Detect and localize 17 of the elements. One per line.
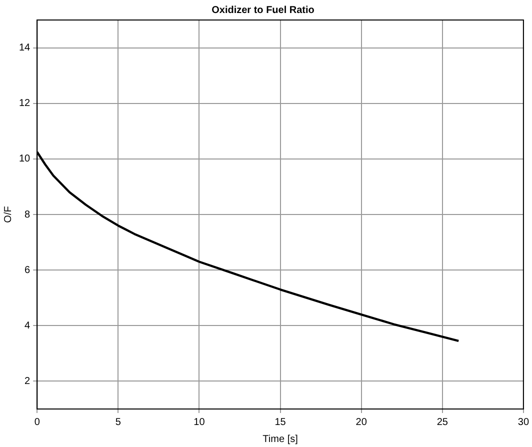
y-tick-label: 2 (24, 376, 31, 387)
x-tick-label: 10 (194, 416, 206, 428)
x-axis-title: Time [s] (262, 434, 298, 445)
x-tick-label: 30 (518, 416, 530, 428)
y-tick-label: 8 (24, 209, 31, 220)
y-tick-label: 12 (19, 98, 31, 110)
y-tick-label: 6 (24, 264, 31, 276)
x-tick-label: 0 (34, 416, 40, 428)
y-tick-label: 4 (24, 320, 31, 332)
x-tick-label: 15 (274, 416, 286, 428)
x-tick-label: 5 (115, 416, 122, 428)
x-tick-label: 20 (356, 416, 368, 428)
y-tick-label: 10 (19, 154, 31, 165)
x-tick-label: 25 (436, 416, 448, 428)
chart-title: Oxidizer to Fuel Ratio (212, 4, 314, 16)
y-axis-title: O/F (2, 206, 14, 223)
y-tick-label: 14 (19, 42, 31, 54)
